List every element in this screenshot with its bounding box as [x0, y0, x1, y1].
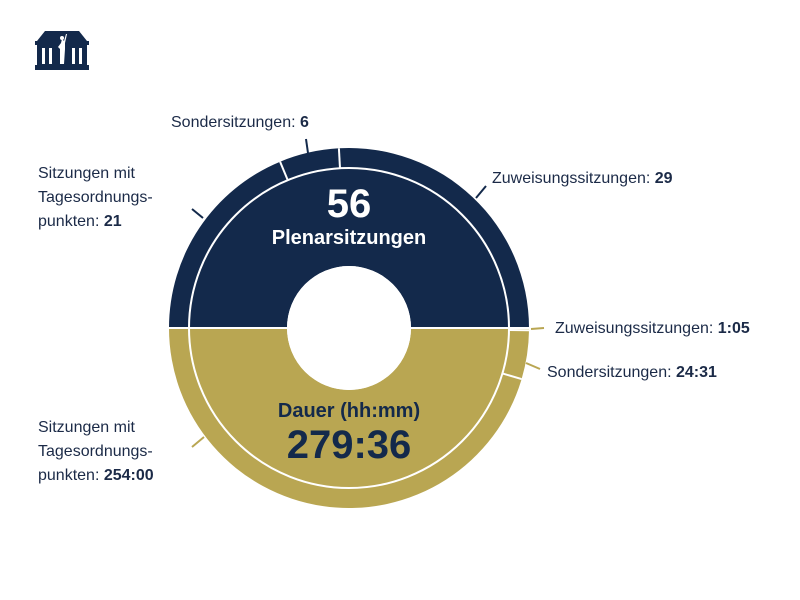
label-text: punkten: — [38, 213, 104, 230]
label-top-assign: Zuweisungssitzungen: 29 — [492, 167, 673, 191]
label-line: punkten: 21 — [38, 210, 153, 234]
duration-summary: Dauer (hh:mm) 279:36 — [249, 399, 449, 467]
label-text: Sondersitzungen: — [547, 364, 676, 381]
label-line: Tagesordnungs- — [38, 189, 153, 206]
label-bottom-special: Sondersitzungen: 24:31 — [547, 361, 717, 385]
segment-top-assign — [338, 148, 529, 328]
label-bottom-agenda: Sitzungen mit Tagesordnungs- punkten: 25… — [38, 416, 154, 488]
inner-bottom — [189, 328, 509, 488]
duration-label: Dauer (hh:mm) — [277, 400, 421, 422]
label-text: Zuweisungssitzungen: — [555, 320, 718, 337]
parliament-building-icon — [35, 31, 89, 70]
label-value: 29 — [654, 170, 673, 187]
segment-bottom-agenda — [169, 328, 522, 509]
label-value: 24:31 — [675, 364, 717, 381]
segment-top-agenda — [169, 161, 288, 328]
label-value: 21 — [103, 213, 122, 230]
label-line: Tagesordnungs- — [38, 443, 153, 460]
label-line: Sitzungen mit — [38, 419, 135, 436]
label-line: punkten: 254:00 — [38, 464, 154, 488]
label-value: 254:00 — [103, 467, 154, 484]
label-text: Zuweisungssitzungen: — [492, 170, 655, 187]
label-value: 1:05 — [717, 320, 750, 337]
label-bottom-assign: Zuweisungssitzungen: 1:05 — [555, 317, 750, 341]
label-text: punkten: — [38, 467, 104, 484]
label-value: 6 — [299, 114, 309, 131]
label-line: Sitzungen mit — [38, 165, 135, 182]
label-top-special: Sondersitzungen: 6 — [171, 111, 309, 135]
label-top-agenda: Sitzungen mit Tagesordnungs- punkten: 21 — [38, 162, 153, 234]
sessions-label: Plenarsitzungen — [271, 227, 427, 249]
sessions-summary: 56 Plenarsitzungen — [249, 182, 449, 250]
sessions-count: 56 — [326, 182, 372, 226]
duration-total: 279:36 — [286, 423, 412, 467]
label-text: Sondersitzungen: — [171, 114, 300, 131]
inner-top — [189, 168, 509, 328]
segment-top-special — [280, 148, 340, 181]
